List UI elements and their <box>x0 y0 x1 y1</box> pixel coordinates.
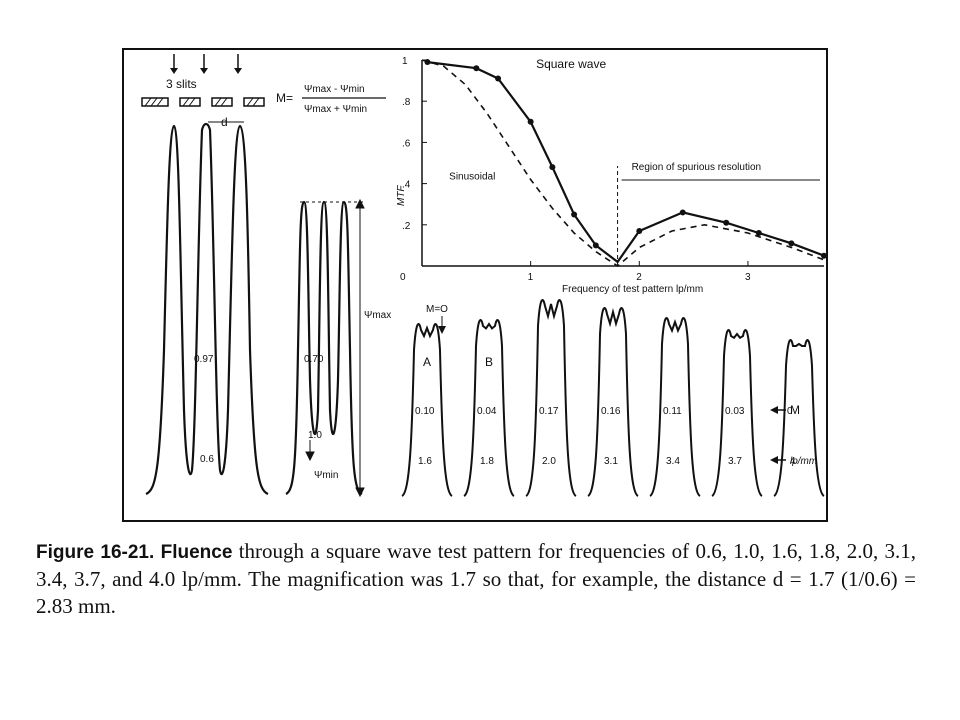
square-wave-point <box>473 65 480 72</box>
left-pulse-value-1: 0.70 <box>304 354 324 365</box>
slit-bar <box>141 97 169 107</box>
square-wave-point <box>549 164 556 171</box>
caption-label: Figure 16-21. Fluence <box>36 542 233 563</box>
pattern-m-value: 0 <box>787 406 793 417</box>
lpmm-row-label: lp/mm <box>790 456 817 467</box>
pulse-trace-1.0 <box>285 200 363 495</box>
pattern-trace <box>711 329 763 497</box>
region-label: Region of spurious resolution <box>632 162 762 173</box>
pattern-trace <box>773 339 825 497</box>
pattern-lpmm-value: 1.8 <box>480 456 494 467</box>
figure-caption: Figure 16-21. Fluence through a square w… <box>36 538 916 620</box>
m-zero-label: M=O <box>426 304 448 315</box>
pattern-m-value: 0.16 <box>601 406 621 417</box>
modulation-formula: M= Ψmax - Ψmin Ψmax + Ψmin <box>276 84 386 115</box>
square-wave-point <box>723 219 730 226</box>
pulse-trace-0.6 <box>145 122 269 496</box>
pattern-letter: A <box>423 355 431 369</box>
x-tick-label: 2 <box>636 272 642 283</box>
square-wave-point <box>788 240 795 247</box>
pattern-trace <box>649 317 701 497</box>
formula-lhs: M= <box>276 91 293 105</box>
sinusoidal-label: Sinusoidal <box>449 171 495 182</box>
pattern-letter: B <box>485 355 493 369</box>
pattern-m-value: 0.04 <box>477 406 497 417</box>
pattern-lpmm-value: 3.7 <box>728 456 742 467</box>
pattern-lpmm-value: 2.0 <box>542 456 556 467</box>
distance-label: d <box>221 115 228 129</box>
slit-bar <box>179 97 201 107</box>
figure-panel: 3 slits d M= Ψmax - Ψmin Ψ <box>122 48 828 522</box>
series-square-wave <box>427 61 825 264</box>
pattern-trace <box>525 299 577 497</box>
slits-label: 3 slits <box>166 77 197 91</box>
left-pulse-min-0: 0.6 <box>200 454 214 465</box>
square-wave-point <box>527 118 534 125</box>
left-pulse-min-1: 1.0 <box>308 430 322 441</box>
pattern-lpmm-value: 1.6 <box>418 456 432 467</box>
y-tick-label: .2 <box>402 221 411 232</box>
y-tick-label: 1 <box>402 56 408 67</box>
psi-max-label: Ψmax <box>364 310 391 321</box>
square-wave-label: Square wave <box>536 57 606 71</box>
pattern-m-value: 0.17 <box>539 406 559 417</box>
square-wave-point <box>636 227 643 234</box>
square-wave-point <box>495 75 502 82</box>
pattern-lpmm-value: 3.4 <box>666 456 680 467</box>
pattern-m-value: 0.03 <box>725 406 745 417</box>
y-tick-label: .6 <box>402 138 411 149</box>
square-wave-point <box>821 252 827 259</box>
mtf-chart: MTF Frequency of test pattern lp/mm 0 1 2 3… <box>396 56 827 295</box>
slit-bar <box>211 97 233 107</box>
x-tick-label: 1 <box>528 272 534 283</box>
slits-diagram: 3 slits d <box>141 54 265 129</box>
formula-numerator: Ψmax - Ψmin <box>304 84 365 95</box>
square-wave-point <box>571 211 578 218</box>
pattern-traces: A 0.10 1.6 B 0.04 1.8 0.17 2.0 0.16 3.1 0.11 3.4 0.0… <box>401 299 825 497</box>
caption-text: through a square wave test pattern for f… <box>36 539 916 618</box>
formula-denominator: Ψmax + Ψmin <box>304 104 367 115</box>
square-wave-point <box>755 230 762 237</box>
x-axis-label: Frequency of test pattern lp/mm <box>562 284 703 295</box>
psi-min-label: Ψmin <box>314 470 338 481</box>
y-tick-label: .8 <box>402 97 411 108</box>
y-axis-label: MTF <box>396 185 407 206</box>
pattern-lpmm-value: 4 <box>790 456 796 467</box>
square-wave-point <box>592 242 599 249</box>
pattern-m-value: 0.10 <box>415 406 435 417</box>
m-row-label: M <box>790 403 800 417</box>
square-wave-point <box>424 59 431 66</box>
pattern-lpmm-value: 3.1 <box>604 456 618 467</box>
slit-bar <box>243 97 265 107</box>
figure-drawing: 3 slits d M= Ψmax - Ψmin Ψ <box>141 54 827 498</box>
pattern-trace <box>587 307 639 497</box>
left-pulse-value-0: 0.97 <box>194 354 214 365</box>
y-tick-label: .4 <box>402 180 411 191</box>
pattern-m-value: 0.11 <box>663 406 682 417</box>
series-sinusoidal <box>421 59 825 267</box>
square-wave-point <box>679 209 686 216</box>
pattern-trace <box>401 323 453 497</box>
x-tick-label: 3 <box>745 272 751 283</box>
psi-indicators <box>300 198 365 498</box>
x-tick-label: 0 <box>400 272 406 283</box>
pattern-trace <box>463 319 515 497</box>
